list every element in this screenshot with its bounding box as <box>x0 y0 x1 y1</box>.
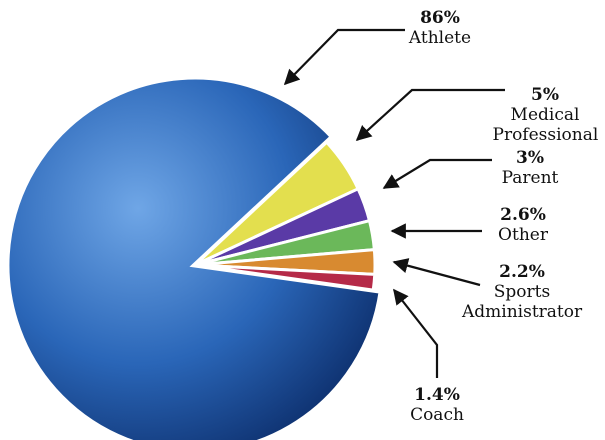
slice-label: 3% Parent <box>465 148 595 188</box>
category-label: Parent <box>501 168 559 188</box>
arrows <box>283 28 505 378</box>
value-label: 86% <box>420 8 460 28</box>
category-label: Other <box>498 225 548 245</box>
category-label: Medical Professional <box>492 105 599 145</box>
category-label: Sports Administrator <box>462 282 583 322</box>
slice-label: 86% Athlete <box>375 8 505 48</box>
arrow <box>283 28 405 86</box>
pie <box>4 74 384 440</box>
value-label: 2.6% <box>500 205 546 225</box>
pie-slice <box>4 74 384 440</box>
slice-label: 5% Medical Professional <box>480 85 605 145</box>
arrow <box>355 88 505 142</box>
slice-label: 2.6% Other <box>458 205 588 245</box>
value-label: 3% <box>516 148 544 168</box>
value-label: 1.4% <box>414 385 460 405</box>
value-label: 5% <box>531 85 559 105</box>
value-label: 2.2% <box>499 262 545 282</box>
category-label: Athlete <box>408 28 472 48</box>
pie-slice <box>194 263 377 292</box>
arrow <box>392 258 481 287</box>
slice-label: 2.2% Sports Administrator <box>457 262 587 322</box>
slice-label: 1.4% Coach <box>372 385 502 425</box>
arrow <box>393 288 439 378</box>
category-label: Coach <box>410 405 464 425</box>
arrow <box>382 158 492 189</box>
